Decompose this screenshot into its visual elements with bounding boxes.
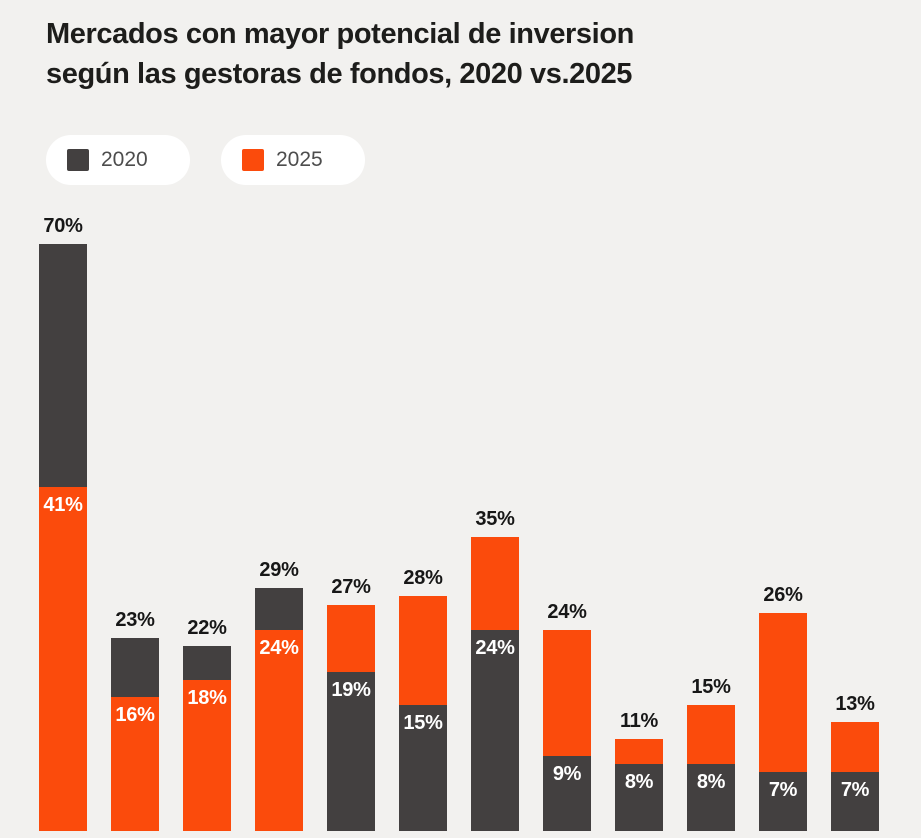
bar-min-segment: 8% [687, 763, 735, 831]
legend-pill-2025[interactable]: 2025 [221, 135, 365, 185]
legend-swatch-2020 [67, 149, 89, 171]
bar-group-11: 26% 7% [759, 584, 807, 831]
bar-group-3: 22% 18% [183, 617, 231, 831]
bar-min-value-label: 15% [403, 712, 443, 735]
bar-group-6: 28% 15% [399, 567, 447, 831]
bar-min-value-label: 24% [259, 636, 299, 659]
legend: 2020 2025 [46, 135, 365, 185]
bar-max-value-label: 23% [115, 609, 155, 631]
bar-min-value-label: 7% [768, 779, 798, 802]
bar-min-value-label: 18% [187, 687, 227, 709]
bar-min-segment: 18% [183, 680, 231, 831]
bar-group-1: 70% 41% [39, 215, 87, 831]
bar-min-value-label: 16% [115, 703, 155, 726]
bar-group-8: 24% 9% [543, 601, 591, 831]
bar-min-segment: 7% [759, 772, 807, 831]
bar-min-segment: 15% [399, 705, 447, 831]
legend-label-2020: 2020 [101, 148, 148, 171]
legend-swatch-2025 [242, 149, 264, 171]
bar-group-10: 15% 8% [687, 676, 735, 831]
bar-max-value-label: 35% [475, 508, 515, 531]
legend-pill-2020[interactable]: 2020 [46, 135, 190, 185]
bar-group-9: 11% 8% [615, 710, 663, 831]
bar-min-value-label: 9% [552, 762, 582, 785]
bar-max-value-label: 22% [187, 617, 227, 640]
bar-max-value-label: 26% [763, 583, 803, 606]
legend-label-2025: 2025 [276, 148, 323, 171]
bar-max-value-label: 29% [259, 558, 299, 581]
bar-min-value-label: 19% [331, 678, 371, 701]
bar-group-7: 35% 24% [471, 508, 519, 831]
bar-max-value-label: 24% [547, 600, 587, 623]
bar-max-value-label: 11% [619, 709, 659, 732]
bar-min-segment: 9% [543, 755, 591, 831]
bar-min-segment: 24% [471, 629, 519, 831]
chart-title-line1: Mercados con mayor potencial de inversio… [46, 18, 634, 50]
bar-group-12: 13% 7% [831, 693, 879, 831]
bar-min-segment: 41% [39, 487, 87, 831]
bar-min-segment: 24% [255, 629, 303, 831]
bar-min-value-label: 8% [624, 770, 654, 793]
bar-min-segment: 16% [111, 696, 159, 831]
bar-group-4: 29% 24% [255, 559, 303, 831]
bar-min-segment: 7% [831, 772, 879, 831]
bar-max-value-label: 15% [691, 676, 731, 699]
bar-min-value-label: 41% [43, 494, 83, 516]
bar-min-segment: 8% [615, 763, 663, 831]
bar-min-segment: 19% [327, 671, 375, 831]
chart-title-line2: según las gestoras de fondos, 2020 vs.20… [46, 58, 633, 90]
bar-max-value-label: 28% [403, 567, 443, 590]
bar-max-value-label: 13% [835, 692, 875, 715]
bar-max-value-label: 70% [43, 214, 83, 237]
bar-min-value-label: 7% [840, 779, 870, 802]
bar-max-value-label: 27% [331, 575, 371, 598]
chart-title: Mercados con mayor potencial de inversio… [46, 14, 634, 94]
bar-group-2: 23% 16% [111, 609, 159, 831]
bar-group-5: 27% 19% [327, 576, 375, 831]
bar-min-value-label: 8% [696, 770, 726, 793]
bar-min-value-label: 24% [475, 636, 515, 659]
